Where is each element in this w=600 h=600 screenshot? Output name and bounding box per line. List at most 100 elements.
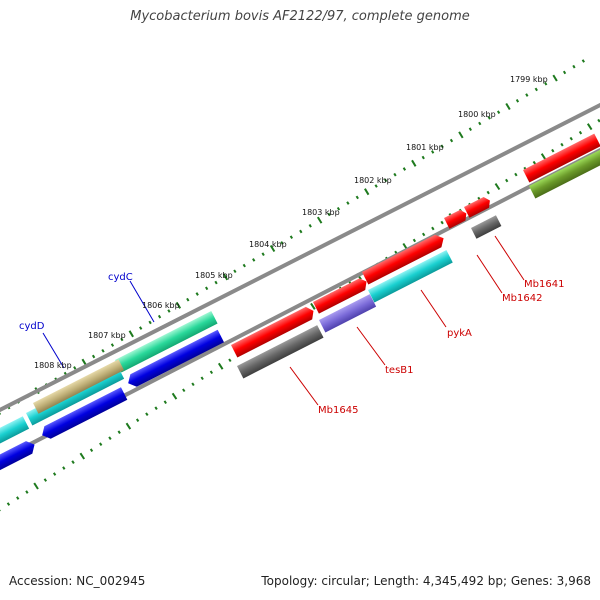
gene-block-left-upper[interactable] — [0, 416, 30, 451]
gene-block-cydD-lower[interactable] — [39, 387, 128, 441]
leader-mb1645 — [289, 366, 319, 406]
minor-tick — [135, 418, 140, 422]
minor-tick — [91, 354, 96, 359]
major-tick — [364, 188, 370, 196]
ruler-label: 1808 kbp — [34, 361, 72, 370]
major-tick — [81, 358, 87, 366]
minor-tick — [163, 400, 167, 405]
minor-tick — [440, 220, 444, 225]
minor-tick — [110, 343, 115, 347]
gene-block-mb1645-lower[interactable] — [237, 325, 324, 379]
outer-tick-ring — [0, 59, 585, 415]
minor-tick — [572, 64, 576, 69]
major-tick — [217, 362, 224, 370]
gene-block-mb1645-upper[interactable] — [231, 305, 317, 358]
gene-block-pykA-upper[interactable] — [362, 232, 447, 285]
major-tick — [33, 482, 39, 490]
minor-tick — [117, 430, 121, 434]
minor-tick — [299, 229, 303, 234]
minor-tick — [412, 238, 417, 243]
gene-label-mb1642[interactable]: Mb1642 — [502, 293, 542, 304]
major-tick — [316, 216, 323, 224]
minor-tick — [562, 70, 567, 75]
leader-pykA — [420, 289, 447, 328]
gene-block-pykA-lower[interactable] — [368, 250, 453, 303]
gene-label-cydD[interactable]: cydD — [19, 321, 45, 332]
leader-tesB1 — [356, 326, 386, 366]
minor-tick — [496, 110, 501, 114]
gene-block-tesB1-lower[interactable] — [319, 294, 377, 333]
major-tick — [552, 74, 558, 82]
gene-block-tesB1-upper[interactable] — [313, 276, 370, 314]
minor-tick — [449, 138, 454, 143]
gene-block-cydC-upper[interactable] — [115, 310, 218, 373]
minor-tick — [195, 292, 199, 296]
minor-tick — [89, 448, 94, 452]
minor-tick — [200, 376, 204, 381]
minor-tick — [280, 241, 284, 245]
ruler-label: 1806 kbp — [142, 301, 180, 310]
backbone-inner-line — [0, 148, 600, 462]
minor-tick — [515, 99, 520, 103]
major-tick — [128, 330, 134, 338]
minor-tick — [289, 235, 294, 239]
minor-tick — [186, 297, 190, 302]
backbone-outer-line — [0, 102, 600, 413]
ruler-label: 1805 kbp — [195, 271, 233, 280]
leader-cydC — [129, 280, 155, 323]
minor-tick — [108, 436, 112, 440]
minor-tick — [148, 320, 152, 325]
minor-tick — [154, 406, 158, 410]
minor-tick — [120, 337, 124, 342]
minor-tick — [551, 148, 555, 153]
minor-tick — [327, 212, 331, 217]
gene-label-tesB1[interactable]: tesB1 — [385, 365, 414, 376]
gene-block-mb1642-upper[interactable] — [444, 208, 469, 229]
gene-block-mb1642-lower[interactable] — [471, 215, 502, 239]
minor-tick — [421, 155, 425, 160]
minor-tick — [6, 502, 11, 506]
minor-tick — [355, 195, 359, 200]
ruler-label: 1799 kbp — [510, 75, 548, 84]
gene-label-mb1641[interactable]: Mb1641 — [524, 279, 564, 290]
minor-tick — [514, 172, 518, 177]
minor-tick — [25, 490, 29, 494]
genome-summary-text: Topology: circular; Length: 4,345,492 bp… — [261, 574, 591, 588]
major-tick — [79, 452, 86, 460]
minor-tick — [393, 172, 397, 177]
major-tick — [494, 183, 501, 191]
gene-label-pykA[interactable]: pykA — [447, 328, 472, 339]
minor-tick — [383, 178, 388, 183]
gene-block-left-lower[interactable] — [0, 438, 38, 475]
minor-tick — [205, 286, 209, 291]
major-tick — [458, 131, 464, 139]
gene-label-cydC[interactable]: cydC — [108, 272, 133, 283]
minor-tick — [139, 326, 143, 330]
map-title: Mycobacterium bovis AF2122/97, complete … — [130, 9, 470, 24]
callout-lines — [42, 235, 525, 406]
minor-tick — [336, 206, 341, 211]
gene-block-cydC-lower[interactable] — [125, 329, 225, 390]
gene-block-cydD-tan[interactable] — [33, 359, 124, 414]
minor-tick — [505, 178, 509, 183]
minor-tick — [242, 263, 246, 268]
major-tick — [310, 302, 316, 310]
major-tick — [175, 301, 182, 309]
ruler-label: 1803 kbp — [302, 208, 340, 217]
minor-tick — [71, 460, 75, 464]
gene-block-mb1640-lower[interactable] — [529, 149, 600, 199]
minor-tick — [145, 412, 149, 416]
minor-tick — [346, 201, 350, 205]
minor-tick — [261, 252, 265, 256]
ruler-label: 1802 kbp — [354, 176, 392, 185]
minor-tick — [233, 269, 237, 274]
gene-block-mb1640[interactable] — [523, 133, 600, 183]
minor-tick — [534, 87, 538, 92]
gene-label-mb1645[interactable]: Mb1645 — [318, 405, 358, 416]
minor-tick — [167, 309, 171, 313]
gene-block-mb1641[interactable] — [464, 195, 493, 218]
minor-tick — [421, 232, 426, 237]
major-tick — [586, 123, 593, 131]
minor-tick — [525, 93, 529, 97]
